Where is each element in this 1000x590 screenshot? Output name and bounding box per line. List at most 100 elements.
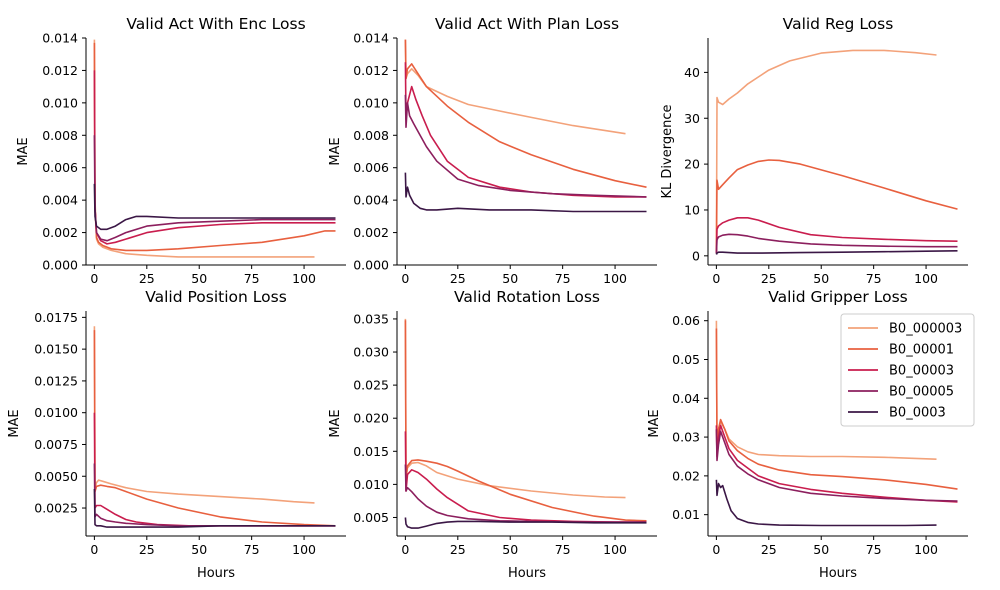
legend-label: B0_00003 bbox=[889, 364, 954, 379]
y-tick-label: 0.03 bbox=[672, 430, 700, 445]
y-tick-label: 10 bbox=[684, 202, 700, 217]
y-tick-label: 0.010 bbox=[42, 95, 78, 110]
series-line-B0_00001 bbox=[93, 42, 336, 252]
x-tick-label: 0 bbox=[90, 542, 98, 557]
y-tick-label: 0.0150 bbox=[34, 342, 78, 357]
x-axis-label: Hours bbox=[819, 566, 857, 581]
x-tick-label: 0 bbox=[712, 542, 720, 557]
series-line-B0_00001 bbox=[404, 39, 647, 188]
y-axis-label: MAE bbox=[328, 409, 343, 437]
series-line-B0_000003 bbox=[715, 49, 937, 254]
y-tick-label: 0.0125 bbox=[34, 373, 78, 388]
series-line-B0_0003 bbox=[93, 183, 336, 231]
series-line-B0_000003 bbox=[404, 39, 626, 135]
y-tick-label: 0.05 bbox=[672, 352, 700, 367]
y-tick-label: 0.035 bbox=[353, 311, 389, 326]
y-tick-label: 0.06 bbox=[672, 313, 700, 328]
y-tick-label: 0.005 bbox=[353, 510, 389, 525]
y-tick-label: 0.030 bbox=[353, 345, 389, 360]
y-tick-label: 0.014 bbox=[353, 31, 389, 46]
y-tick-label: 0.02 bbox=[672, 468, 700, 483]
x-tick-label: 25 bbox=[761, 542, 777, 557]
series-line-B0_00005 bbox=[93, 135, 336, 242]
subplot-4: Valid Position Loss 0 25 50 75 100 0.0025 0.005… bbox=[7, 288, 346, 581]
y-tick-label: 0.0050 bbox=[34, 469, 78, 484]
panel-title: Valid Gripper Loss bbox=[768, 288, 907, 306]
y-tick-label: 0.025 bbox=[353, 378, 389, 393]
subplot-6: Valid Gripper Loss 0 25 50 75 100 0.01 0.02 0.03… bbox=[647, 288, 968, 581]
y-tick-label: 0.012 bbox=[353, 63, 389, 78]
x-tick-label: 50 bbox=[191, 271, 207, 286]
y-tick-label: 0.008 bbox=[353, 128, 389, 143]
x-tick-label: 25 bbox=[450, 542, 466, 557]
series-line-B0_00003 bbox=[404, 62, 647, 198]
subplot-3: Valid Reg Loss 0 25 50 75 100 0 10 20 30 40 KL Dive… bbox=[660, 15, 968, 286]
y-tick-label: 0.015 bbox=[353, 444, 389, 459]
x-tick-label: 50 bbox=[191, 542, 207, 557]
series-line-B0_00003 bbox=[93, 412, 336, 527]
y-tick-label: 0.020 bbox=[353, 411, 389, 426]
legend-label: B0_00001 bbox=[889, 343, 954, 358]
x-tick-label: 100 bbox=[292, 271, 316, 286]
y-tick-label: 0.002 bbox=[42, 225, 78, 240]
subplot-2: Valid Act With Plan Loss 0 25 50 75 100 0.000 0… bbox=[328, 15, 657, 286]
y-tick-label: 0.000 bbox=[353, 258, 389, 273]
series-line-B0_00005 bbox=[404, 94, 647, 198]
series-line-B0_00003 bbox=[715, 217, 958, 254]
y-tick-label: 20 bbox=[684, 157, 700, 172]
panel-title: Valid Act With Enc Loss bbox=[126, 15, 305, 33]
x-tick-label: 0 bbox=[90, 271, 98, 286]
panel-title: Valid Position Loss bbox=[145, 288, 287, 306]
y-tick-label: 0 bbox=[692, 248, 700, 263]
y-tick-label: 0.006 bbox=[353, 160, 389, 175]
series-line-B0_0003 bbox=[93, 488, 336, 528]
x-tick-label: 0 bbox=[401, 542, 409, 557]
y-axis-label: KL Divergence bbox=[660, 105, 675, 199]
x-tick-label: 75 bbox=[866, 271, 882, 286]
y-tick-label: 0.006 bbox=[42, 160, 78, 175]
x-tick-label: 50 bbox=[502, 542, 518, 557]
y-axis-label: MAE bbox=[16, 137, 31, 165]
series-line-B0_00005 bbox=[715, 233, 958, 254]
series-line-B0_00003 bbox=[715, 424, 958, 503]
x-tick-label: 75 bbox=[866, 542, 882, 557]
x-tick-label: 75 bbox=[555, 271, 571, 286]
series-line-B0_000003 bbox=[93, 39, 315, 258]
y-axis-label: MAE bbox=[647, 409, 662, 437]
legend-label: B0_000003 bbox=[889, 322, 962, 337]
x-tick-label: 25 bbox=[450, 271, 466, 286]
x-tick-label: 50 bbox=[813, 542, 829, 557]
y-tick-label: 0.014 bbox=[42, 31, 78, 46]
y-tick-label: 0.0175 bbox=[34, 310, 78, 325]
series-line-B0_00005 bbox=[715, 429, 958, 502]
x-tick-label: 100 bbox=[914, 271, 938, 286]
legend-frame bbox=[840, 313, 975, 427]
y-tick-label: 30 bbox=[684, 111, 700, 126]
y-tick-label: 0.002 bbox=[353, 225, 389, 240]
y-tick-label: 0.010 bbox=[353, 95, 389, 110]
x-tick-label: 75 bbox=[555, 542, 571, 557]
subplot-1: Valid Act With Enc Loss 0 25 50 75 100 0.000 0.… bbox=[16, 15, 346, 286]
legend-label: B0_0003 bbox=[889, 406, 946, 421]
x-tick-label: 100 bbox=[603, 542, 627, 557]
y-tick-label: 0.0025 bbox=[34, 501, 78, 516]
series-line-B0_0003 bbox=[404, 172, 647, 213]
x-tick-label: 25 bbox=[761, 271, 777, 286]
x-tick-label: 100 bbox=[914, 542, 938, 557]
x-tick-label: 25 bbox=[139, 542, 155, 557]
x-tick-label: 100 bbox=[292, 542, 316, 557]
y-tick-label: 0.008 bbox=[42, 128, 78, 143]
y-tick-label: 0.004 bbox=[42, 193, 78, 208]
series-line-B0_00001 bbox=[93, 330, 336, 527]
panel-title: Valid Rotation Loss bbox=[454, 288, 600, 306]
y-axis-label: MAE bbox=[7, 409, 22, 437]
y-tick-label: 0.0100 bbox=[34, 405, 78, 420]
y-tick-label: 0.010 bbox=[353, 477, 389, 492]
series-line-B0_00001 bbox=[404, 320, 647, 522]
x-tick-label: 0 bbox=[401, 271, 409, 286]
series-line-B0_0003 bbox=[404, 517, 647, 529]
legend: B0_000003 B0_00001 B0_00003 B0_00005 B0_0003 bbox=[840, 313, 975, 427]
x-tick-label: 0 bbox=[712, 271, 720, 286]
series-line-B0_000003 bbox=[93, 326, 315, 504]
